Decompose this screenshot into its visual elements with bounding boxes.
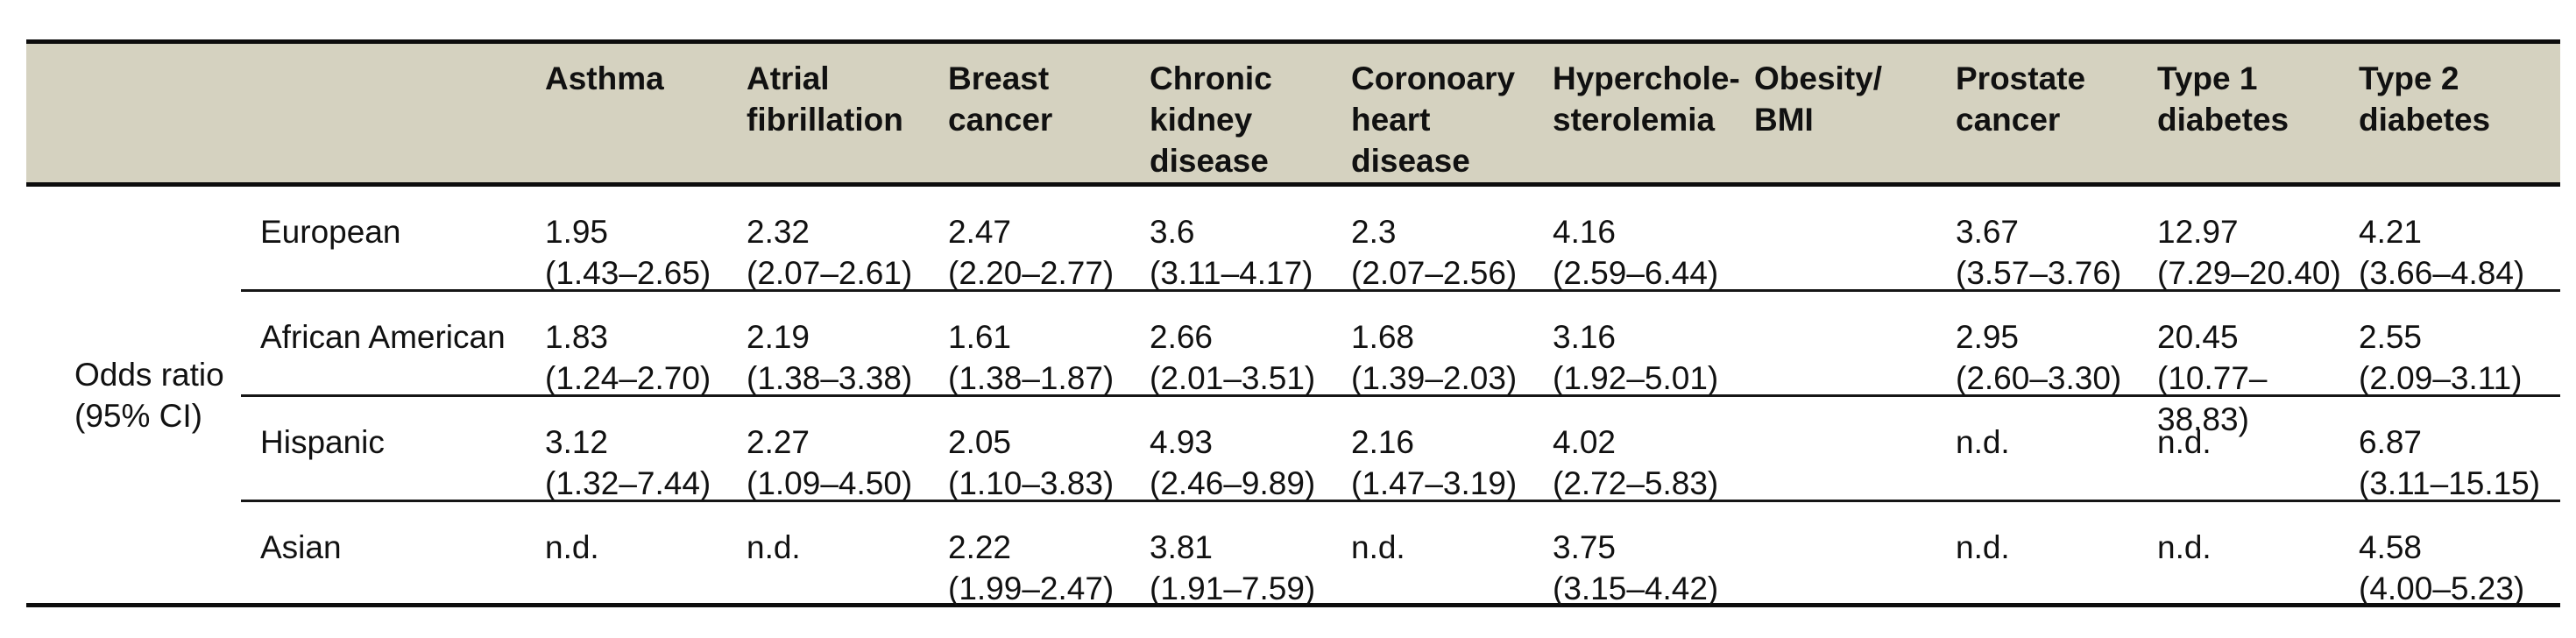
or-cell: 6.87 (3.11–15.15): [2359, 424, 2541, 501]
or-cell: 3.16 (1.92–5.01): [1553, 319, 1719, 396]
or-cell: 4.58 (4.00–5.23): [2359, 529, 2525, 606]
or-cell: 2.32 (2.07–2.61): [747, 214, 913, 291]
or-cell-empty: [1752, 187, 1954, 294]
table-row-hispanic: Hispanic 3.12 (1.32–7.44) 2.27 (1.09–4.50)…: [241, 397, 2560, 502]
or-cell-nd: n.d.: [1351, 529, 1405, 565]
group-label: Hispanic: [260, 424, 385, 460]
table-row-european: European 1.95 (1.43–2.65) 2.32 (2.07–2.61)…: [241, 187, 2560, 292]
group-label: European: [260, 214, 401, 250]
or-cell: 2.27 (1.09–4.50): [747, 424, 913, 501]
or-cell: 4.16 (2.59–6.44): [1553, 214, 1719, 291]
or-cell-nd: n.d.: [545, 529, 599, 565]
or-cell-empty: [1752, 397, 1954, 504]
stat-row-label: Odds ratio (95% CI): [74, 356, 224, 434]
or-cell: 3.12 (1.32–7.44): [545, 424, 711, 501]
column-header-chronic-kidney-disease: Chronic kidney disease: [1150, 60, 1272, 179]
table-row-african-american: African American 1.83 (1.24–2.70) 2.19 (1.…: [241, 292, 2560, 437]
or-cell: 2.22 (1.99–2.47): [948, 529, 1115, 606]
column-header-hypercholesterolemia: Hyperchole- sterolemia: [1553, 60, 1740, 138]
or-cell: 1.83 (1.24–2.70): [545, 319, 711, 396]
or-cell: 1.95 (1.43–2.65): [545, 214, 711, 291]
or-cell: 2.3 (2.07–2.56): [1351, 214, 1518, 291]
or-cell: 3.6 (3.11–4.17): [1150, 214, 1313, 291]
or-cell: 4.21 (3.66–4.84): [2359, 214, 2525, 291]
or-cell: 2.16 (1.47–3.19): [1351, 424, 1518, 501]
group-label: Asian: [260, 529, 342, 565]
or-cell: 2.47 (2.20–2.77): [948, 214, 1115, 291]
column-header-obesity-bmi: Obesity/ BMI: [1754, 60, 1882, 138]
table-row-asian: Asian n.d. n.d. 2.22 (1.99–2.47) 3.81 (1.9…: [241, 502, 2560, 606]
or-cell-empty: [1752, 502, 1954, 609]
or-cell: 2.66 (2.01–3.51): [1150, 319, 1316, 396]
table-header-row: Asthma Atrial fibrillation Breast cancer…: [26, 44, 2560, 187]
or-cell: 4.02 (2.72–5.83): [1553, 424, 1719, 501]
or-cell-nd: n.d.: [1956, 424, 2010, 460]
or-cell-nd: n.d.: [1956, 529, 2010, 565]
column-header-type1-diabetes: Type 1 diabetes: [2157, 60, 2289, 138]
column-header-type2-diabetes: Type 2 diabetes: [2359, 60, 2491, 138]
column-header-coronary-heart-disease: Coronoary heart disease: [1351, 60, 1516, 179]
or-cell-nd: n.d.: [2157, 424, 2212, 460]
or-cell: 12.97 (7.29–20.40): [2157, 214, 2341, 291]
column-header-asthma: Asthma: [545, 60, 664, 96]
or-cell-nd: n.d.: [747, 529, 801, 565]
column-header-prostate-cancer: Prostate cancer: [1956, 60, 2086, 138]
column-header-breast-cancer: Breast cancer: [948, 60, 1053, 138]
or-cell: 1.61 (1.38–1.87): [948, 319, 1115, 396]
header-spacer-stat: [26, 44, 241, 182]
or-cell: 2.95 (2.60–3.30): [1956, 319, 2122, 396]
or-cell: 4.93 (2.46–9.89): [1150, 424, 1316, 501]
column-header-atrial-fibrillation: Atrial fibrillation: [747, 60, 903, 138]
or-cell: 3.67 (3.57–3.76): [1956, 214, 2122, 291]
or-cell: 1.68 (1.39–2.03): [1351, 319, 1518, 396]
or-cell: 3.81 (1.91–7.59): [1150, 529, 1316, 606]
or-cell: 20.45 (10.77–38.83): [2157, 319, 2268, 437]
or-cell: 2.05 (1.10–3.83): [948, 424, 1115, 501]
header-spacer-group: [241, 44, 543, 182]
or-cell: 2.55 (2.09–3.11): [2359, 319, 2523, 396]
group-label: African American: [260, 319, 506, 355]
or-cell: 3.75 (3.15–4.42): [1553, 529, 1719, 606]
table-body: Odds ratio (95% CI) European 1.95 (1.43–2…: [26, 187, 2560, 606]
odds-ratio-table: Asthma Atrial fibrillation Breast cancer…: [26, 39, 2560, 607]
or-cell: 2.19 (1.38–3.38): [747, 319, 913, 396]
or-cell-nd: n.d.: [2157, 529, 2212, 565]
